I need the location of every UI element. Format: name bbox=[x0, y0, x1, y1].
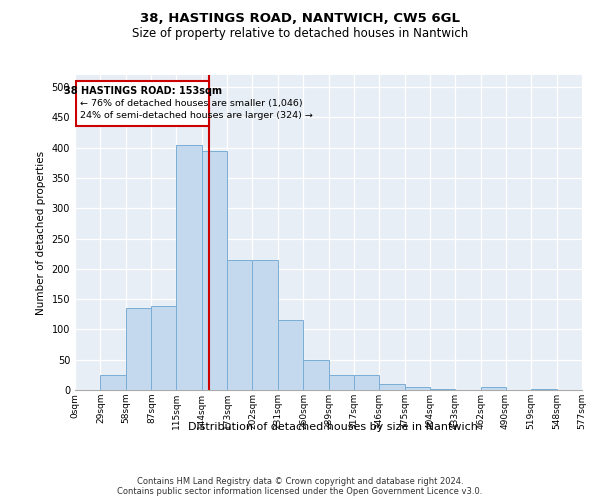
Bar bbox=[404, 387, 430, 390]
Y-axis label: Number of detached properties: Number of detached properties bbox=[36, 150, 46, 314]
Bar bbox=[227, 260, 253, 390]
Bar bbox=[278, 320, 304, 390]
Text: 38, HASTINGS ROAD, NANTWICH, CW5 6GL: 38, HASTINGS ROAD, NANTWICH, CW5 6GL bbox=[140, 12, 460, 26]
Bar bbox=[329, 375, 353, 390]
Bar bbox=[126, 308, 151, 390]
Bar bbox=[100, 375, 126, 390]
Text: Contains HM Land Registry data © Crown copyright and database right 2024.: Contains HM Land Registry data © Crown c… bbox=[137, 477, 463, 486]
Bar bbox=[353, 375, 379, 390]
Text: 38 HASTINGS ROAD: 153sqm: 38 HASTINGS ROAD: 153sqm bbox=[64, 86, 221, 96]
Text: Contains public sector information licensed under the Open Government Licence v3: Contains public sector information licen… bbox=[118, 487, 482, 496]
Bar bbox=[202, 150, 227, 390]
FancyBboxPatch shape bbox=[76, 81, 209, 126]
Bar bbox=[176, 144, 202, 390]
Bar bbox=[151, 306, 176, 390]
Text: Size of property relative to detached houses in Nantwich: Size of property relative to detached ho… bbox=[132, 28, 468, 40]
Text: ← 76% of detached houses are smaller (1,046): ← 76% of detached houses are smaller (1,… bbox=[80, 99, 303, 108]
Bar bbox=[379, 384, 404, 390]
Text: Distribution of detached houses by size in Nantwich: Distribution of detached houses by size … bbox=[188, 422, 478, 432]
Bar bbox=[481, 387, 506, 390]
Text: 24% of semi-detached houses are larger (324) →: 24% of semi-detached houses are larger (… bbox=[80, 112, 313, 120]
Bar bbox=[253, 260, 278, 390]
Bar bbox=[304, 360, 329, 390]
